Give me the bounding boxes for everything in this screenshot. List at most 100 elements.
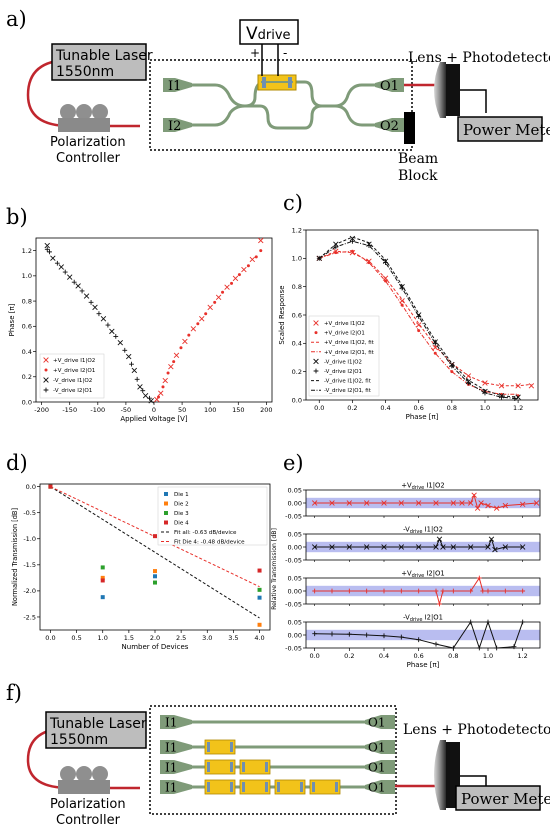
chart-e-3-ytick-label: 0.05: [288, 618, 302, 626]
chart-c-ytick-label: 0.2: [292, 368, 302, 376]
chart-e-3-tolerance-band: [306, 629, 540, 641]
chart-e-0-ytick-label: 0.05: [288, 486, 302, 494]
panel-label-d: d): [6, 451, 28, 475]
chart-d-ytick-label: -0.5: [23, 509, 36, 517]
chart-b-ytick-label: 1.0: [22, 272, 32, 280]
chart-e-point: [312, 631, 318, 637]
chip-outline: [149, 59, 413, 151]
port-label-out: O1: [368, 781, 385, 795]
chart-d-ytick-label: -1.5: [23, 561, 36, 569]
electrode-pad: [242, 762, 245, 772]
input-taper-i2: [163, 118, 192, 132]
chart-d-point: [100, 565, 105, 570]
laser-label-line2: 1550nm: [56, 64, 114, 80]
panel-a: a) Tunable Laser 1550nm Polarization Con…: [6, 7, 550, 184]
electrode-pad: [207, 742, 210, 752]
chart-b-xtick-label: 100: [204, 406, 216, 414]
chart-c-legend-label: +V_drive I2|O1, fit: [324, 350, 374, 356]
paddle: [76, 104, 92, 120]
chart-b-xtick-label: -50: [121, 406, 132, 414]
chart-e-subplot-title: +Vdrive I1|O2: [401, 482, 444, 492]
chart-e-point: [468, 619, 474, 625]
chart-c-legend-label: -V_drive I1|O2, fit: [324, 379, 371, 385]
chart-e-point: [533, 500, 540, 506]
chart-b-point: [79, 288, 85, 294]
chart-c-legend-marker: [313, 320, 319, 326]
chart-e-point: [485, 544, 491, 550]
chart-b-point: [172, 360, 176, 364]
chart-d-point: [257, 622, 262, 627]
chart-b-xtick-label: 50: [178, 406, 186, 414]
phase-shifter: [204, 779, 236, 795]
chart-e-point: [415, 544, 422, 550]
input-fiber: [26, 58, 140, 128]
chart-c-point: [349, 235, 356, 242]
chart-c-point: [528, 383, 535, 389]
chart-e-point: [364, 588, 370, 594]
chart-b-point: [44, 246, 50, 252]
chart-b-point: [142, 392, 149, 399]
chart-c-ytick-label: 0.4: [292, 340, 302, 348]
chart-b-point: [179, 346, 183, 350]
waveguide-row-3: I1 O1: [160, 779, 395, 795]
chart-e-point: [450, 645, 456, 651]
chart-e-title-part: I1|O2: [424, 482, 444, 490]
chart-b-xtick-label: -150: [62, 406, 77, 414]
chart-d-xtick-label: 0.5: [71, 634, 81, 642]
chart-b-legend-marker: [44, 368, 48, 372]
chart-e-1-ytick-label: 0.05: [288, 530, 302, 538]
chart-d-legend-label: Die 1: [174, 492, 189, 498]
chart-d-xtick-label: 1.0: [98, 634, 108, 642]
input-taper: [160, 780, 192, 794]
chart-d-xtick-label: 2.0: [150, 634, 160, 642]
chart-c-xtick-label: 0.2: [347, 404, 357, 412]
chart-d-point: [153, 574, 157, 579]
chart-b-point: [137, 384, 143, 390]
chart-e-point: [329, 544, 335, 550]
chart-b-legend-frame: [39, 353, 105, 399]
chart-b-point: [213, 300, 217, 304]
chart-b-point: [50, 255, 56, 261]
port-label-out: O1: [368, 741, 385, 755]
chart-e-3-xtick-label: 0.6: [413, 652, 423, 660]
chart-b-point: [62, 269, 68, 275]
chart-e-point: [416, 588, 422, 594]
chart-c-legend-label: -V_drive I1|O2: [324, 359, 362, 365]
port-label-in: I1: [165, 761, 177, 775]
chart-e-3-ytick-label: -0.05: [285, 644, 302, 652]
chart-b-xlabel: Applied Voltage [V]: [120, 415, 188, 423]
chart-e-1-ytick-label: -0.05: [285, 556, 302, 564]
chart-d-point: [100, 575, 105, 580]
chart-b-ytick-label: 0.2: [22, 373, 32, 381]
chart-e-subplot-1: -0.05 0.00 0.05 -Vdrive I1|O2: [285, 526, 541, 564]
chart-e-point: [381, 544, 387, 550]
chart-e-point: [471, 492, 477, 498]
chart-e-point: [398, 588, 404, 594]
chart-b-xtick-label: 150: [232, 406, 244, 414]
chart-d-xlabel: Number of Devices: [122, 643, 189, 651]
chart-b-xtick-label: 0: [152, 406, 156, 414]
chart-d-xtick-label: 0.0: [45, 634, 55, 642]
chart-e: Relative Transmission [dB] -0.05 0.00 0.05 +…: [271, 482, 541, 669]
chart-e-subplot-title: -Vdrive I1|O2: [403, 526, 443, 536]
chart-d-xtick-label: 3.0: [202, 634, 212, 642]
chart-b-series-1: [156, 249, 263, 399]
port-o2: O2: [380, 119, 399, 134]
chart-d-point: [153, 569, 157, 574]
chart-d-ytick-label: -2.5: [23, 613, 36, 621]
electrode-pad: [207, 762, 210, 772]
chart-e-point: [520, 619, 526, 625]
chart-e-point: [478, 500, 484, 506]
chart-e-title-part: I1|O2: [422, 526, 442, 534]
chart-b-ytick-label: 0.8: [22, 297, 32, 305]
chart-b-point: [58, 264, 65, 270]
chart-e-title-part: drive: [410, 529, 423, 535]
mzi-waveguides: [190, 80, 375, 130]
chart-e-xlabel: Phase [π]: [407, 661, 440, 669]
chart-d-point: [257, 595, 262, 600]
chart-b-point: [190, 326, 197, 332]
polarization-controller-f: [58, 766, 110, 794]
chart-c-series-2: [319, 250, 532, 387]
chart-c-ytick-label: 1.0: [292, 255, 302, 263]
chart-b-ytick-label: 0.6: [22, 323, 32, 331]
